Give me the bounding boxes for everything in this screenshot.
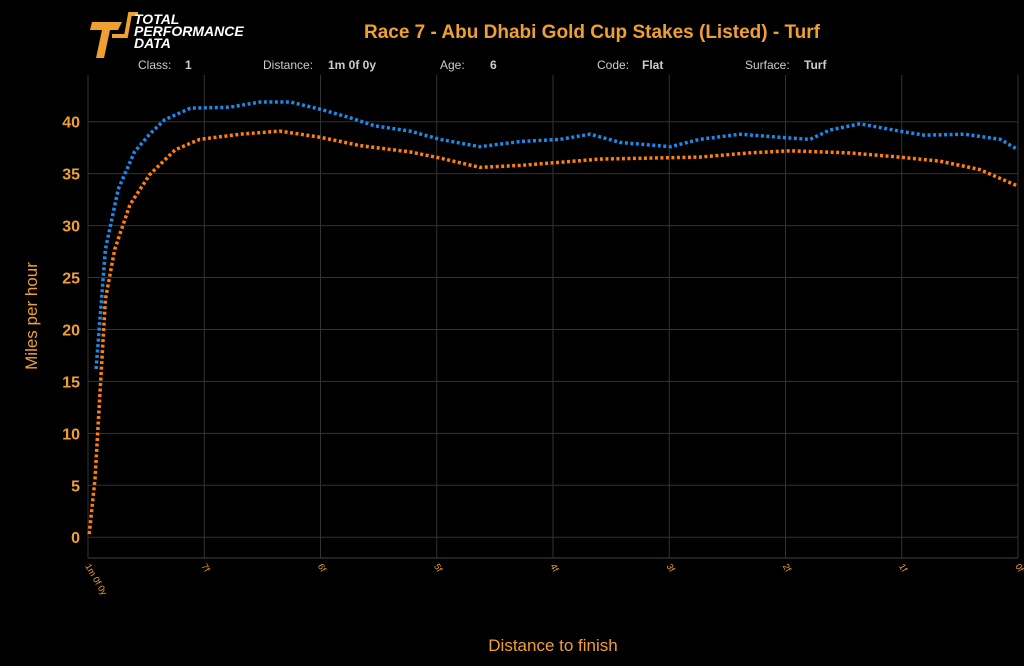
x-tick-label: 7f — [200, 562, 213, 574]
info-label: Code: — [597, 58, 629, 72]
info-label: Class: — [138, 58, 171, 72]
logo-mark — [112, 12, 138, 38]
y-tick-label: 30 — [62, 219, 80, 236]
y-axis-label: Miles per hour — [22, 262, 41, 370]
logo-mark — [90, 22, 122, 58]
info-label: Surface: — [745, 58, 790, 72]
y-tick-label: 35 — [62, 167, 80, 184]
y-tick-label: 10 — [62, 426, 80, 443]
info-value: Flat — [642, 58, 663, 72]
info-label: Distance: — [263, 58, 313, 72]
y-tick-label: 0 — [71, 530, 80, 547]
y-tick-label: 5 — [71, 478, 80, 495]
y-tick-label: 15 — [62, 374, 80, 391]
y-tick-label: 40 — [62, 115, 80, 132]
x-tick-label: 5f — [432, 562, 445, 574]
info-value: 1 — [185, 58, 192, 72]
info-value: 1m 0f 0y — [328, 58, 376, 72]
info-label: Age: — [440, 58, 465, 72]
logo-text: DATA — [134, 35, 171, 51]
x-tick-label: 6f — [316, 562, 329, 574]
logo-text: PERFORMANCE — [134, 23, 244, 39]
x-tick-label: 1f — [897, 562, 910, 574]
logo-text: TOTAL — [134, 11, 179, 27]
y-tick-label: 25 — [62, 271, 80, 288]
info-value: 6 — [490, 58, 497, 72]
x-axis-label: Distance to finish — [488, 636, 617, 655]
info-value: Turf — [804, 58, 827, 72]
x-tick-label: 0f — [1013, 562, 1024, 574]
series-line — [94, 100, 1019, 370]
x-tick-label: 4f — [548, 562, 561, 574]
logo: TOTAL PERFORMANCE DATA — [90, 11, 244, 58]
y-tick-label: 20 — [62, 322, 80, 339]
x-tick-label: 2f — [781, 562, 794, 574]
chart-title: Race 7 - Abu Dhabi Gold Cup Stakes (List… — [364, 22, 821, 43]
x-tick-label: 3f — [665, 562, 678, 574]
